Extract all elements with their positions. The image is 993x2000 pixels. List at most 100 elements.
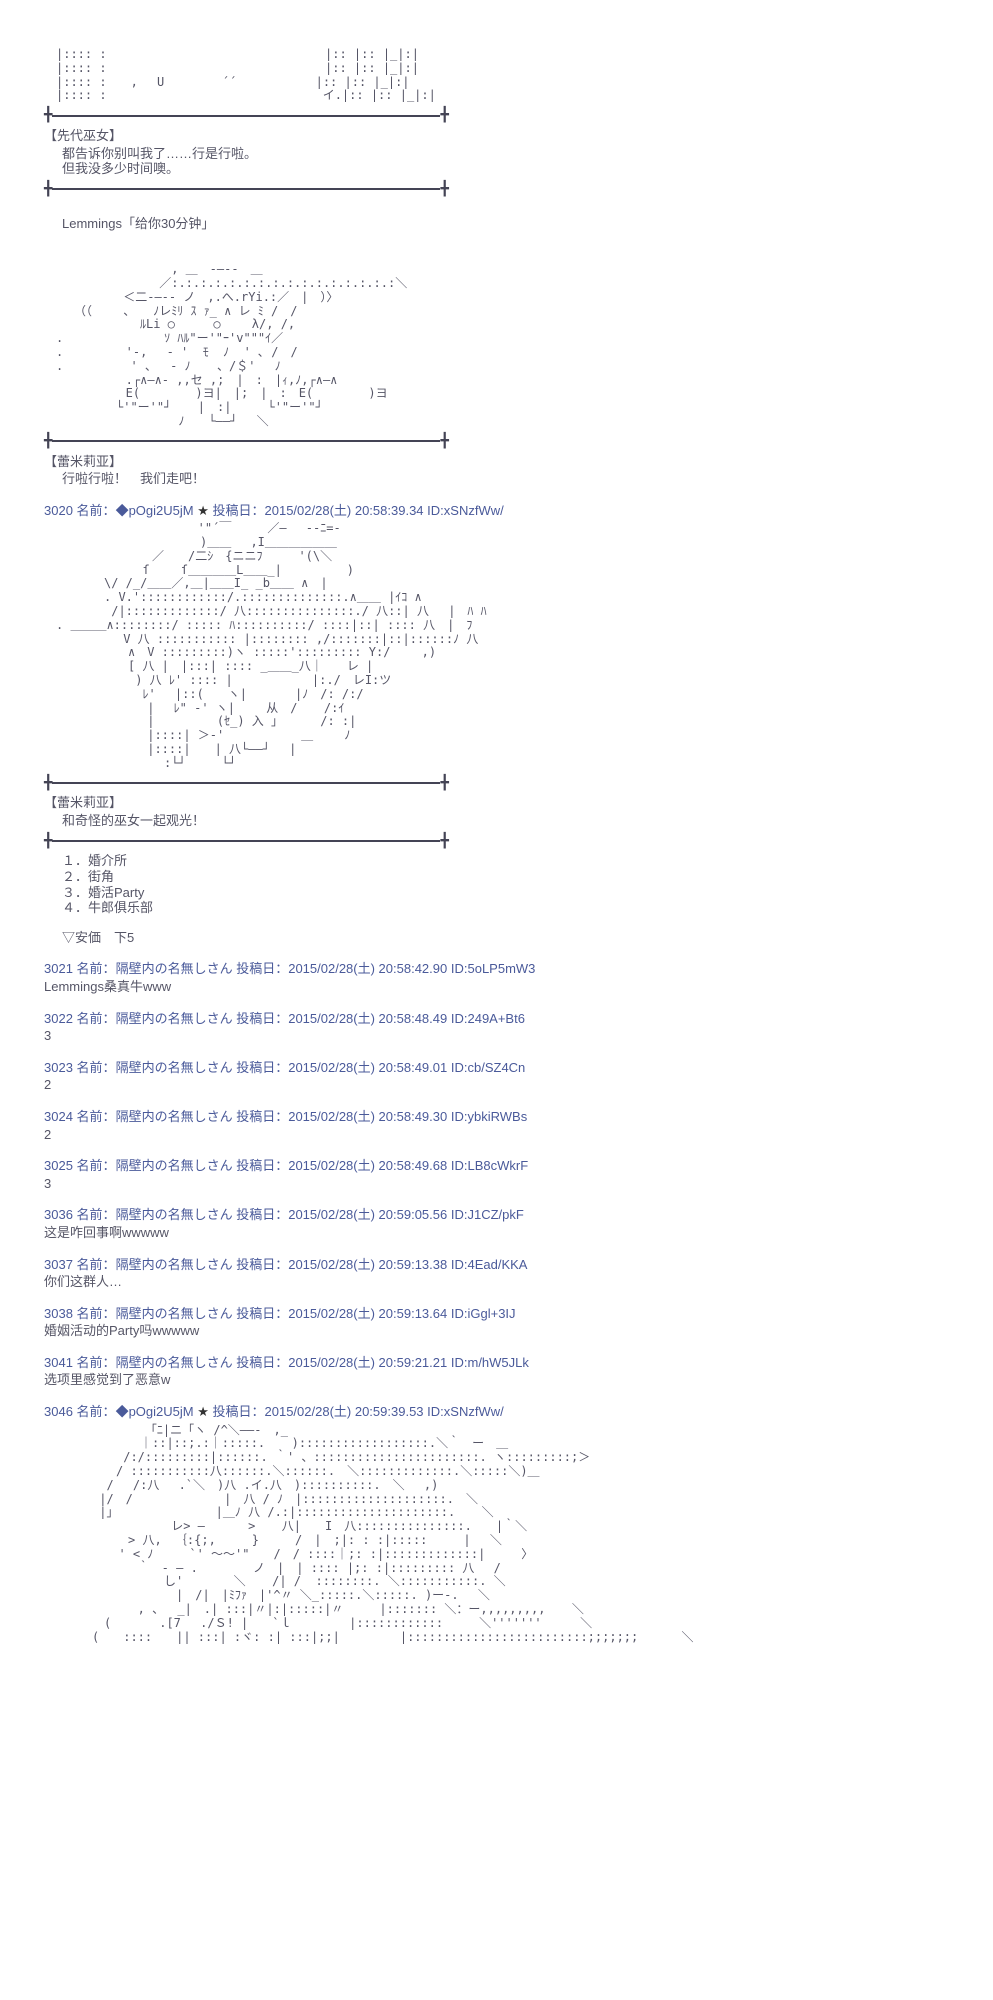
- dialog-line-1-0: 行啦行啦！ 我们走吧！: [62, 471, 949, 487]
- post-name: 隔壁内の名無しさん: [116, 1306, 233, 1321]
- label-id-prefix: ID:: [451, 1355, 468, 1370]
- post-date: 2015/02/28(土) 20:59:21.21: [288, 1355, 447, 1370]
- speaker-label-1: 【蕾米莉亚】: [44, 454, 949, 470]
- speaker-label-3020: 【蕾米莉亚】: [44, 795, 949, 811]
- label-date-prefix: 投稿日：: [213, 503, 265, 518]
- post-id: xSNzfWw/: [444, 503, 504, 518]
- label-name-prefix: 名前：: [77, 1060, 116, 1075]
- post-date: 2015/02/28(土) 20:58:42.90: [288, 961, 447, 976]
- speaker-label-0: 【先代巫女】: [44, 128, 949, 144]
- post-trip: ◆pOgi2U5jM: [116, 503, 194, 518]
- label-name-prefix: 名前：: [77, 1257, 116, 1272]
- star-icon: ★: [197, 1404, 209, 1419]
- post-num[interactable]: 3046: [44, 1404, 73, 1419]
- label-name-prefix: 名前：: [77, 1207, 116, 1222]
- post-body-3041: 选项里感觉到了恶意w: [44, 1372, 949, 1388]
- label-date-prefix: 投稿日：: [236, 1158, 288, 1173]
- label-date-prefix: 投稿日：: [236, 1306, 288, 1321]
- post-num[interactable]: 3023: [44, 1060, 73, 1075]
- post-date: 2015/02/28(土) 20:59:13.38: [288, 1257, 447, 1272]
- label-id-prefix: ID:: [427, 1404, 444, 1419]
- post-name: 隔壁内の名無しさん: [116, 1011, 233, 1026]
- post-name: 隔壁内の名無しさん: [116, 961, 233, 976]
- post-body-3038: 婚姻活动的Party吗wwwww: [44, 1323, 949, 1339]
- post-body-3022: 3: [44, 1028, 949, 1044]
- divider-bot-0: [44, 181, 949, 198]
- label-id-prefix: ID:: [451, 1257, 468, 1272]
- post-date: 2015/02/28(土) 20:58:49.68: [288, 1158, 447, 1173]
- label-date-prefix: 投稿日：: [236, 1257, 288, 1272]
- label-name-prefix: 名前：: [77, 503, 116, 518]
- post-header-3041: 3041 名前：隔壁内の名無しさん 投稿日：2015/02/28(土) 20:5…: [44, 1355, 949, 1371]
- dialog-line-3020-0: 和奇怪的巫女一起观光！: [62, 813, 949, 829]
- post-trip: ◆pOgi2U5jM: [116, 1404, 194, 1419]
- label-date-prefix: 投稿日：: [236, 1060, 288, 1075]
- post-header-3025: 3025 名前：隔壁内の名無しさん 投稿日：2015/02/28(土) 20:5…: [44, 1158, 949, 1174]
- divider-bot-3020: [44, 833, 949, 850]
- divider-top-0: [44, 107, 949, 124]
- label-id-prefix: ID:: [451, 961, 468, 976]
- label-id-prefix: ID:: [451, 1158, 468, 1173]
- post-name: 隔壁内の名無しさん: [116, 1355, 233, 1370]
- label-date-prefix: 投稿日：: [236, 1011, 288, 1026]
- post-num[interactable]: 3025: [44, 1158, 73, 1173]
- label-date-prefix: 投稿日：: [213, 1404, 265, 1419]
- post-header-3046: 3046 名前：◆pOgi2U5jM ★ 投稿日：2015/02/28(土) 2…: [44, 1404, 949, 1420]
- post-num[interactable]: 3038: [44, 1306, 73, 1321]
- post-num[interactable]: 3020: [44, 503, 73, 518]
- label-id-prefix: ID:: [451, 1060, 468, 1075]
- post-header-3038: 3038 名前：隔壁内の名無しさん 投稿日：2015/02/28(土) 20:5…: [44, 1306, 949, 1322]
- star-icon: ★: [197, 503, 209, 518]
- post-num[interactable]: 3022: [44, 1011, 73, 1026]
- post-header-3022: 3022 名前：隔壁内の名無しさん 投稿日：2015/02/28(土) 20:5…: [44, 1011, 949, 1027]
- post-name: 隔壁内の名無しさん: [116, 1158, 233, 1173]
- label-date-prefix: 投稿日：: [236, 1355, 288, 1370]
- post-id: xSNzfWw/: [444, 1404, 504, 1419]
- post-id: ybkiRWBs: [467, 1109, 527, 1124]
- label-date-prefix: 投稿日：: [236, 961, 288, 976]
- post-date: 2015/02/28(土) 20:58:39.34: [265, 503, 424, 518]
- post-num[interactable]: 3024: [44, 1109, 73, 1124]
- post-body-3023: 2: [44, 1077, 949, 1093]
- post-header-3037: 3037 名前：隔壁内の名無しさん 投稿日：2015/02/28(土) 20:5…: [44, 1257, 949, 1273]
- divider-top-3020: [44, 775, 949, 792]
- post-id: 249A+Bt6: [467, 1011, 524, 1026]
- label-date-prefix: 投稿日：: [236, 1207, 288, 1222]
- post-date: 2015/02/28(土) 20:58:48.49: [288, 1011, 447, 1026]
- post-name: 隔壁内の名無しさん: [116, 1257, 233, 1272]
- post-date: 2015/02/28(土) 20:59:13.64: [288, 1306, 447, 1321]
- divider-top-1: [44, 433, 949, 450]
- ascii-art-block-1: , ＿ -―‐- ＿ ／:.:.:.:.:.:.:.:.:.:.:.:.:.:.…: [44, 263, 949, 429]
- post-id: cb/SZ4Cn: [467, 1060, 525, 1075]
- ascii-art-block-3046: 「ﾆ|ニ「ヽ /^＼—―- ,_ ｜::|::;.:｜:::::. ):::::…: [44, 1424, 949, 1645]
- post-header-3021: 3021 名前：隔壁内の名無しさん 投稿日：2015/02/28(土) 20:5…: [44, 961, 949, 977]
- post-header-3036: 3036 名前：隔壁内の名無しさん 投稿日：2015/02/28(土) 20:5…: [44, 1207, 949, 1223]
- post-num[interactable]: 3037: [44, 1257, 73, 1272]
- label-id-prefix: ID:: [451, 1306, 468, 1321]
- post-header-3024: 3024 名前：隔壁内の名無しさん 投稿日：2015/02/28(土) 20:5…: [44, 1109, 949, 1125]
- post-date: 2015/02/28(土) 20:58:49.30: [288, 1109, 447, 1124]
- post-id: 5oLP5mW3: [467, 961, 535, 976]
- label-name-prefix: 名前：: [77, 1306, 116, 1321]
- post-header-3023: 3023 名前：隔壁内の名無しさん 投稿日：2015/02/28(土) 20:5…: [44, 1060, 949, 1076]
- post-num[interactable]: 3021: [44, 961, 73, 976]
- extra-line-0: Lemmings「给你30分钟」: [62, 216, 949, 232]
- dialog-line-0-0: 都告诉你别叫我了……行是行啦。: [62, 146, 949, 162]
- label-name-prefix: 名前：: [77, 1355, 116, 1370]
- label-id-prefix: ID:: [451, 1011, 468, 1026]
- post-body-3037: 你们这群人…: [44, 1274, 949, 1290]
- dialog-line-0-1: 但我没多少时间噢。: [62, 161, 949, 177]
- post-body-3021: Lemmings桑真牛www: [44, 979, 949, 995]
- post-date: 2015/02/28(土) 20:59:39.53: [265, 1404, 424, 1419]
- post-id: J1CZ/pkF: [467, 1207, 523, 1222]
- post-id: iGgl+3IJ: [467, 1306, 515, 1321]
- post-id: 4Ead/KKA: [467, 1257, 527, 1272]
- label-name-prefix: 名前：: [77, 961, 116, 976]
- label-id-prefix: ID:: [451, 1109, 468, 1124]
- post-num[interactable]: 3036: [44, 1207, 73, 1222]
- choice-1: １．婚介所: [62, 853, 949, 869]
- choice-4: ４．牛郎俱乐部: [62, 900, 949, 916]
- label-id-prefix: ID:: [451, 1207, 468, 1222]
- post-id: m/hW5JLk: [467, 1355, 528, 1370]
- post-num[interactable]: 3041: [44, 1355, 73, 1370]
